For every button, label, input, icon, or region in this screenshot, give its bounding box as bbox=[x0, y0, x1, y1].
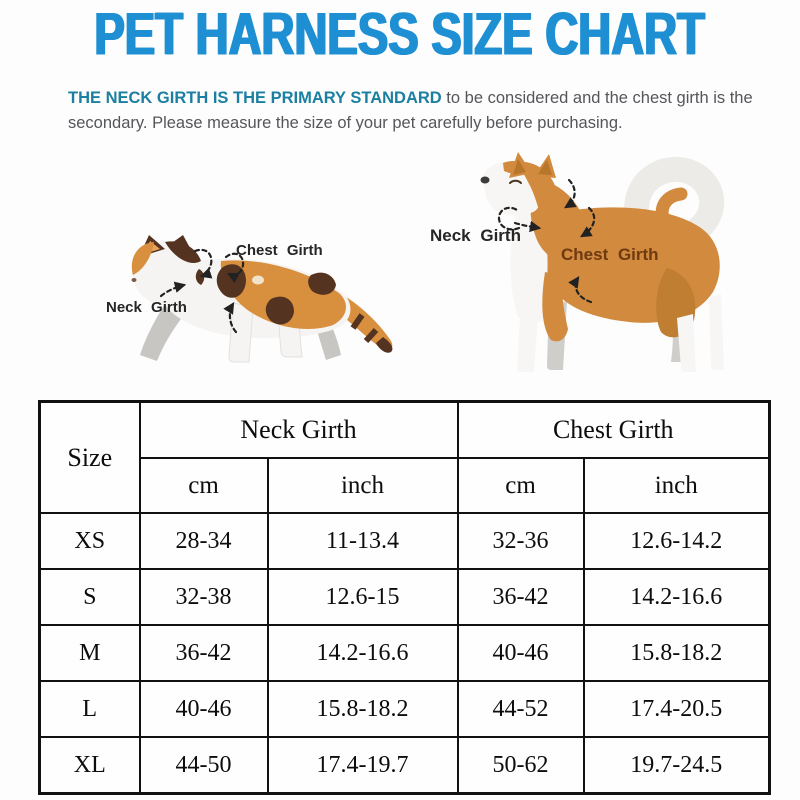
dog-chest-girth-label: Chest Girth bbox=[561, 245, 659, 264]
dog-illustration bbox=[480, 152, 725, 372]
dog-chest-down-arrow bbox=[580, 206, 596, 238]
size-cell: XL bbox=[38, 736, 141, 795]
subtitle-rest: to be considered and the chest girth is … bbox=[68, 89, 753, 133]
size-column-header: Size bbox=[38, 400, 141, 514]
cat-near-front-leg bbox=[228, 302, 254, 363]
title-wrap: PET HARNESS SIZE CHART bbox=[0, 0, 800, 69]
page-title: PET HARNESS SIZE CHART bbox=[94, 0, 706, 69]
cat-body bbox=[131, 235, 393, 363]
neck-inch-cell: 15.8-18.2 bbox=[266, 680, 459, 738]
chest-cm-cell: 32-36 bbox=[456, 512, 585, 570]
cat-chest-up-arrow bbox=[223, 302, 238, 334]
neck-girth-header: Neck Girth bbox=[138, 400, 459, 459]
size-cell: M bbox=[38, 624, 141, 682]
dog-neck-pointer-arrow bbox=[513, 220, 542, 233]
neck-cm-cell: 44-50 bbox=[138, 736, 269, 795]
table-header-row-units: cm inch cm inch bbox=[40, 457, 771, 514]
dog-rear-hind-leg bbox=[709, 294, 724, 370]
size-cell: S bbox=[38, 568, 141, 626]
dog-chest-up-arrow bbox=[568, 276, 593, 304]
chest-cm-cell: 50-62 bbox=[456, 736, 585, 795]
table-row-xs: XS 28-34 11-13.4 32-36 12.6-14.2 bbox=[38, 512, 771, 570]
dog-withers-arrow bbox=[564, 178, 577, 209]
dog-nose bbox=[480, 176, 490, 184]
dog-tail bbox=[624, 156, 725, 241]
dog-neck-loop-arrow bbox=[497, 206, 521, 231]
cat-neck-loop-arrow bbox=[193, 248, 213, 279]
chest-inch-cell: 14.2-16.6 bbox=[582, 568, 771, 626]
table-row-xl: XL 44-50 17.4-19.7 50-62 19.7-24.5 bbox=[38, 736, 771, 795]
table-row-s: S 32-38 12.6-15 36-42 14.2-16.6 bbox=[38, 568, 771, 626]
chest-inch-cell: 17.4-20.5 bbox=[582, 680, 771, 738]
size-cell: L bbox=[38, 680, 141, 738]
chest-inch-cell: 19.7-24.5 bbox=[582, 736, 771, 795]
cat-tail-tip bbox=[376, 337, 393, 353]
neck-cm-cell: 32-38 bbox=[138, 568, 269, 626]
cat-neck-girth-label: Neck Girth bbox=[106, 299, 187, 316]
neck-inch-cell: 17.4-19.7 bbox=[266, 736, 459, 795]
chest-cm-header: cm bbox=[456, 457, 585, 514]
neck-inch-cell: 12.6-15 bbox=[266, 568, 459, 626]
size-cell: XS bbox=[38, 512, 141, 570]
dog-neck-girth-label: Neck Girth bbox=[430, 226, 521, 245]
cat-measure-arrows bbox=[159, 248, 245, 334]
table-row-l: L 40-46 15.8-18.2 44-52 17.4-20.5 bbox=[38, 680, 771, 738]
cat-neck-pointer-arrow bbox=[159, 281, 187, 298]
cat-illustration bbox=[131, 235, 393, 363]
subtitle: THE NECK GIRTH IS THE PRIMARY STANDARD t… bbox=[68, 86, 774, 136]
neck-inch-header: inch bbox=[266, 457, 459, 514]
chest-cm-cell: 40-46 bbox=[456, 624, 585, 682]
table-header-row-groups: Size Neck Girth Chest Girth bbox=[38, 400, 771, 514]
dog-eye bbox=[509, 179, 522, 184]
neck-cm-header: cm bbox=[138, 457, 269, 514]
neck-cm-cell: 36-42 bbox=[138, 624, 269, 682]
chest-cm-cell: 36-42 bbox=[456, 568, 585, 626]
dog-measure-arrows bbox=[497, 178, 596, 304]
dog-near-front-leg bbox=[517, 300, 539, 372]
chest-cm-cell: 44-52 bbox=[456, 680, 585, 738]
cat-saddle-patch bbox=[220, 260, 346, 329]
dog-near-hind-leg bbox=[677, 314, 696, 372]
cat-chest-loop-arrow bbox=[224, 252, 245, 284]
cat-chest-girth-label: Chest Girth bbox=[236, 242, 323, 259]
neck-inch-cell: 11-13.4 bbox=[266, 512, 459, 570]
table-row-m: M 36-42 14.2-16.6 40-46 15.8-18.2 bbox=[38, 624, 771, 682]
neck-cm-cell: 40-46 bbox=[138, 680, 269, 738]
neck-inch-cell: 14.2-16.6 bbox=[266, 624, 459, 682]
subtitle-emphasis: THE NECK GIRTH IS THE PRIMARY STANDARD bbox=[68, 89, 442, 107]
chest-inch-cell: 15.8-18.2 bbox=[582, 624, 771, 682]
neck-cm-cell: 28-34 bbox=[138, 512, 269, 570]
chest-inch-header: inch bbox=[582, 457, 771, 514]
chest-girth-header: Chest Girth bbox=[456, 400, 771, 459]
chest-inch-cell: 12.6-14.2 bbox=[582, 512, 771, 570]
size-chart-table: Size Neck Girth Chest Girth cm inch cm i… bbox=[38, 400, 772, 795]
